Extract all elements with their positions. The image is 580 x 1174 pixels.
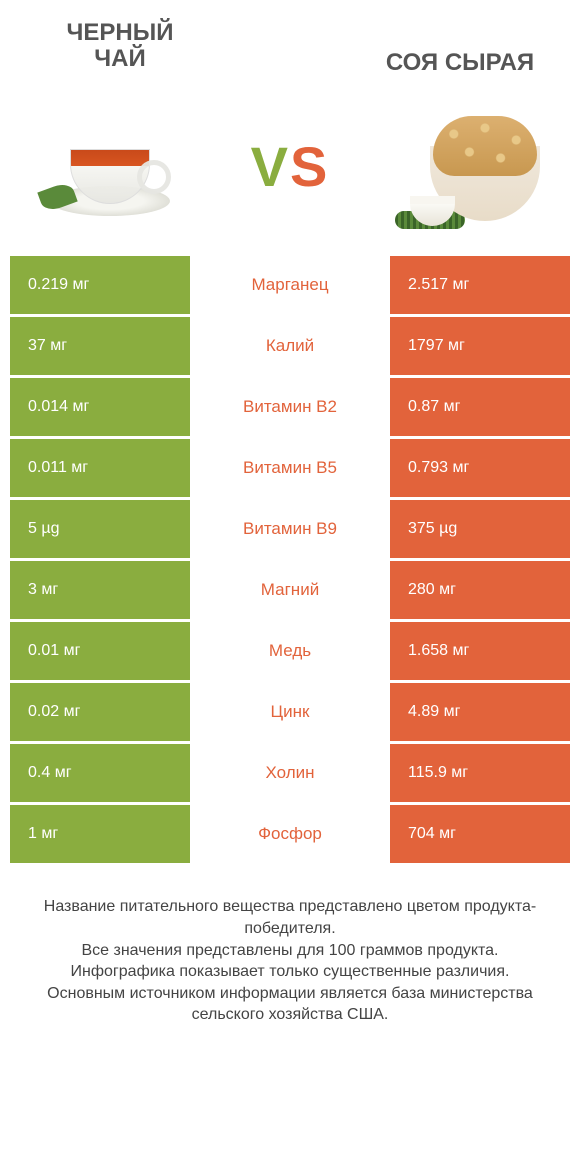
footer-notes: Название питательного вещества представл… <box>0 866 580 1036</box>
value-left: 0.219 мг <box>10 256 190 314</box>
value-right: 1797 мг <box>390 317 570 375</box>
tea-cup-icon <box>45 116 175 216</box>
value-right: 375 µg <box>390 500 570 558</box>
vs-label: VS <box>251 134 330 199</box>
table-row: 0.014 мгВитамин B20.87 мг <box>10 378 570 436</box>
product-right-title: СОЯ СЫРАЯ <box>370 50 550 76</box>
value-right: 0.793 мг <box>390 439 570 497</box>
value-left: 0.01 мг <box>10 622 190 680</box>
value-left: 0.02 мг <box>10 683 190 741</box>
table-row: 3 мгМагний280 мг <box>10 561 570 619</box>
nutrient-label: Марганец <box>190 256 390 314</box>
nutrient-label: Медь <box>190 622 390 680</box>
value-right: 115.9 мг <box>390 744 570 802</box>
nutrient-label: Фосфор <box>190 805 390 863</box>
comparison-table: 0.219 мгМарганец2.517 мг37 мгКалий1797 м… <box>0 256 580 863</box>
footer-line3: Инфографика показывает только существенн… <box>20 961 560 983</box>
value-right: 2.517 мг <box>390 256 570 314</box>
table-row: 0.4 мгХолин115.9 мг <box>10 744 570 802</box>
vs-v: V <box>251 135 290 198</box>
table-row: 5 µgВитамин B9375 µg <box>10 500 570 558</box>
table-row: 1 мгФосфор704 мг <box>10 805 570 863</box>
product-left-title: ЧЕРНЫЙЧАЙ <box>30 20 210 76</box>
value-left: 0.014 мг <box>10 378 190 436</box>
value-left: 5 µg <box>10 500 190 558</box>
nutrient-label: Калий <box>190 317 390 375</box>
nutrient-label: Витамин B9 <box>190 500 390 558</box>
product-left-image <box>20 96 200 236</box>
nutrient-label: Цинк <box>190 683 390 741</box>
product-right-image <box>380 96 560 236</box>
table-row: 37 мгКалий1797 мг <box>10 317 570 375</box>
nutrient-label: Магний <box>190 561 390 619</box>
footer-line4: Основным источником информации является … <box>20 983 560 1026</box>
vs-s: S <box>290 135 329 198</box>
nutrient-label: Витамин B2 <box>190 378 390 436</box>
footer-line1: Название питательного вещества представл… <box>20 896 560 939</box>
table-row: 0.01 мгМедь1.658 мг <box>10 622 570 680</box>
value-left: 0.4 мг <box>10 744 190 802</box>
value-right: 704 мг <box>390 805 570 863</box>
images-row: VS <box>0 86 580 256</box>
value-right: 280 мг <box>390 561 570 619</box>
value-left: 1 мг <box>10 805 190 863</box>
header: ЧЕРНЫЙЧАЙ СОЯ СЫРАЯ <box>0 0 580 86</box>
value-left: 0.011 мг <box>10 439 190 497</box>
table-row: 0.02 мгЦинк4.89 мг <box>10 683 570 741</box>
value-right: 1.658 мг <box>390 622 570 680</box>
table-row: 0.011 мгВитамин B50.793 мг <box>10 439 570 497</box>
value-left: 3 мг <box>10 561 190 619</box>
nutrient-label: Витамин B5 <box>190 439 390 497</box>
footer-line2: Все значения представлены для 100 граммо… <box>20 940 560 962</box>
soy-bowl-icon <box>395 101 545 231</box>
value-right: 0.87 мг <box>390 378 570 436</box>
table-row: 0.219 мгМарганец2.517 мг <box>10 256 570 314</box>
value-left: 37 мг <box>10 317 190 375</box>
value-right: 4.89 мг <box>390 683 570 741</box>
nutrient-label: Холин <box>190 744 390 802</box>
